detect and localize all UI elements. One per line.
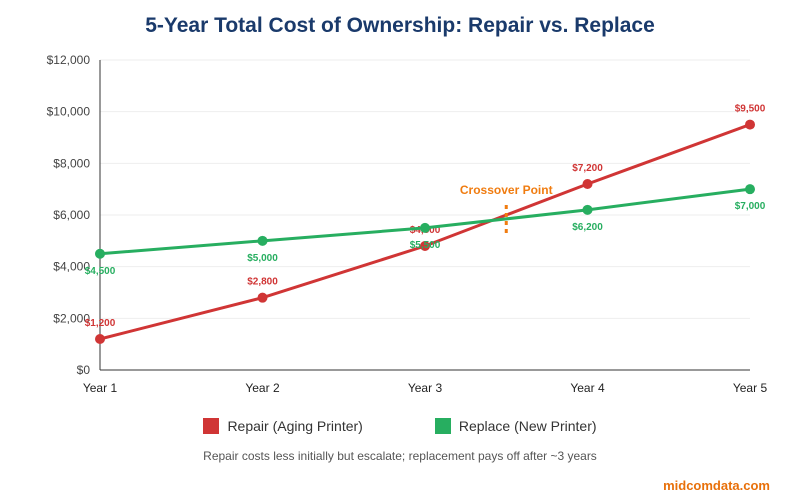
footnote: Repair costs less initially but escalate… (203, 449, 597, 463)
x-tick-label: Year 5 (733, 381, 768, 395)
data-label: $1,200 (85, 318, 116, 329)
data-label: $7,200 (572, 163, 603, 174)
chart-title: 5-Year Total Cost of Ownership: Repair v… (145, 14, 655, 37)
legend-swatch-repair (203, 418, 220, 434)
data-label: $5,500 (410, 240, 441, 251)
data-label: $9,500 (735, 104, 766, 115)
data-label: $2,800 (247, 277, 278, 288)
data-point (745, 184, 755, 195)
x-tick-label: Year 2 (245, 381, 280, 395)
data-label: $5,000 (247, 253, 278, 264)
x-tick-label: Year 4 (570, 381, 605, 395)
x-tick-label: Year 3 (408, 381, 443, 395)
x-tick-label: Year 1 (83, 381, 118, 395)
data-point (745, 119, 755, 130)
legend: Repair (Aging Printer) Replace (New Prin… (0, 418, 800, 434)
data-point (582, 179, 593, 189)
data-point (420, 241, 430, 251)
y-tick-label: $4,000 (53, 260, 90, 274)
data-point (582, 204, 593, 215)
data-label: $6,200 (572, 222, 603, 233)
y-tick-label: $6,000 (53, 208, 90, 222)
y-tick-label: $2,000 (53, 311, 90, 325)
data-point (95, 248, 105, 259)
legend-item-repair[interactable]: Repair (Aging Printer) (203, 418, 363, 434)
data-label: $4,500 (85, 266, 116, 277)
y-tick-label: $10,000 (47, 105, 91, 119)
legend-item-replace[interactable]: Replace (New Printer) (434, 418, 597, 434)
brand-link[interactable]: midcomdata.com (663, 478, 770, 493)
data-point (257, 292, 268, 303)
y-tick-label: $0 (77, 363, 91, 377)
y-tick-label: $8,000 (53, 156, 90, 170)
data-point (257, 235, 268, 246)
legend-label-replace: Replace (New Printer) (458, 418, 597, 434)
y-tick-label: $12,000 (47, 53, 91, 67)
data-point (420, 222, 430, 233)
legend-swatch-replace (434, 418, 451, 434)
data-point (95, 334, 105, 344)
data-label: $7,000 (735, 201, 766, 212)
legend-label-repair: Repair (Aging Printer) (227, 418, 363, 434)
crossover-label: Crossover Point (460, 183, 553, 197)
